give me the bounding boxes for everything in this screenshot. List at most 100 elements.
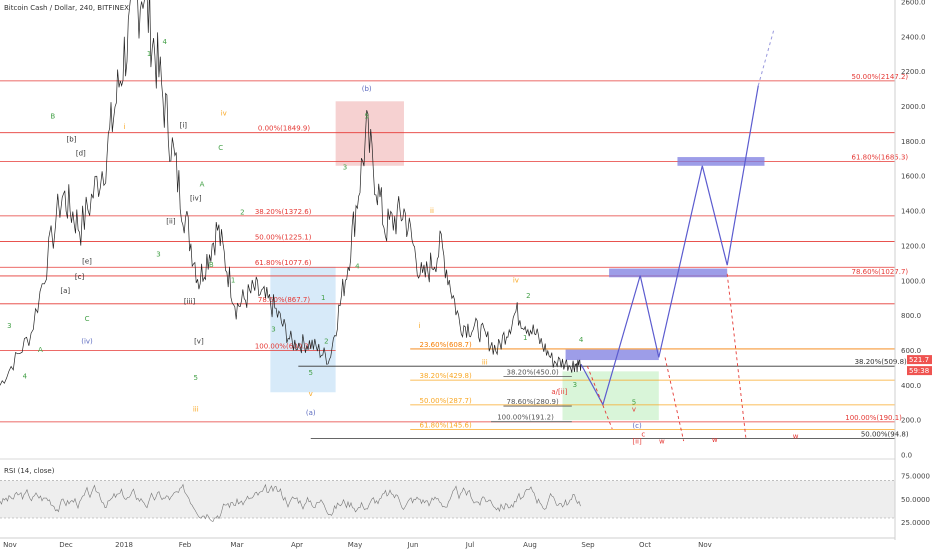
- wave-label-41: 2: [526, 292, 530, 300]
- rsi-tick-0: 75.0000: [901, 473, 930, 481]
- wave-labels: (b)5341235v(a)ivCA2B1[i][iv][ii][iii][v]…: [7, 38, 799, 446]
- fib-label-8: 78.60%(1027.7): [851, 268, 908, 276]
- x-tick-11: Oct: [639, 541, 651, 549]
- wave-label-32: [a]: [60, 287, 70, 295]
- rsi-label: RSI (14, close): [4, 467, 55, 475]
- shaded-box-0: [335, 101, 404, 166]
- price-badge-bg-1: [907, 366, 932, 376]
- wave-label-31: [c]: [75, 273, 85, 281]
- wave-label-4: 1: [321, 294, 325, 302]
- wave-label-36: A: [38, 346, 43, 354]
- wave-label-52: w: [659, 438, 665, 446]
- wave-label-2: 3: [343, 163, 347, 171]
- wave-label-10: iv: [221, 109, 227, 117]
- fib-levels: 0.00%(1849.9) 38.20%(1372.6) 50.00%(1225.1…: [0, 73, 909, 439]
- price-line: [0, 0, 582, 386]
- y-tick-12: 200.0: [901, 417, 921, 425]
- fib-label-0: 0.00%(1849.9): [258, 125, 310, 133]
- y-tick-13: 0.0: [901, 452, 912, 460]
- y-tick-2: 2200.0: [901, 68, 926, 76]
- wave-label-23: iii: [193, 405, 199, 413]
- wave-label-9: (a): [306, 409, 316, 417]
- fib-label-18: 50.00%(94.8): [861, 430, 909, 438]
- wave-label-54: w: [793, 432, 799, 440]
- wave-label-1: 5: [364, 113, 368, 121]
- bearish-path-1: [664, 357, 685, 442]
- forecast-paths: [580, 29, 775, 442]
- fib-label-15: 78.60%(280.9): [507, 398, 559, 406]
- wave-label-21: 3: [156, 250, 160, 258]
- wave-label-37: 4: [23, 372, 28, 380]
- wave-label-13: 2: [240, 209, 244, 217]
- y-tick-11: 400.0: [901, 382, 921, 390]
- x-tick-1: Dec: [59, 541, 73, 549]
- x-tick-10: Sep: [581, 541, 595, 549]
- fib-label-4: 78.60%(867.7): [258, 296, 310, 304]
- wave-label-50: c: [641, 431, 645, 439]
- wave-label-51: [ii]: [632, 438, 642, 446]
- target-zone-2: [677, 157, 765, 166]
- x-tick-9: Aug: [523, 541, 537, 549]
- y-tick-0: 2600.0: [901, 0, 926, 7]
- fib-label-11: 38.20%(429.8): [420, 372, 472, 380]
- wave-label-49: (c): [632, 422, 642, 430]
- wave-label-45: a/[ii]: [551, 388, 567, 396]
- wave-label-30: [e]: [82, 257, 92, 265]
- x-tick-7: Jun: [407, 541, 419, 549]
- y-tick-7: 1200.0: [901, 242, 926, 250]
- wave-label-35: (iv): [81, 337, 93, 345]
- wave-label-53: w: [712, 436, 718, 444]
- fib-label-3: 61.80%(1077.6): [255, 259, 312, 267]
- x-tick-8: Jul: [465, 541, 475, 549]
- fib-label-14: 38.20%(450.0): [507, 369, 559, 377]
- rsi-line: [0, 483, 581, 522]
- y-tick-1: 2400.0: [901, 33, 926, 41]
- wave-label-11: C: [218, 144, 223, 152]
- wave-label-17: [iv]: [190, 195, 202, 203]
- wave-label-15: 1: [231, 277, 235, 285]
- wave-label-24: i: [123, 123, 125, 131]
- x-tick-12: Nov: [698, 541, 712, 549]
- fib-label-5: 100.00%(600.3): [255, 342, 312, 350]
- target-zone-0: [565, 349, 659, 361]
- wave-label-34: 3: [7, 322, 11, 330]
- rsi-tick-2: 25.0000: [901, 519, 930, 527]
- y-tick-3: 2000.0: [901, 103, 926, 111]
- x-tick-5: Apr: [291, 541, 303, 549]
- wave-label-44: 4: [579, 336, 584, 344]
- y-tick-5: 1600.0: [901, 173, 926, 181]
- wave-label-18: [ii]: [166, 217, 176, 225]
- x-tick-4: Mar: [230, 541, 243, 549]
- wave-label-40: iv: [513, 277, 519, 285]
- forecast-extension: [757, 29, 775, 86]
- wave-label-5: 2: [324, 337, 328, 345]
- fib-label-9: 100.00%(190.1): [845, 414, 902, 422]
- price-badge-1: 59:38: [909, 367, 929, 375]
- y-tick-4: 1800.0: [901, 138, 926, 146]
- wave-label-3: 4: [355, 263, 360, 271]
- wave-label-8: v: [309, 390, 313, 398]
- wave-label-28: [b]: [67, 135, 77, 143]
- wave-label-43: iii: [482, 358, 488, 366]
- wave-label-46: 3: [573, 381, 577, 389]
- wave-label-14: B: [209, 261, 214, 269]
- wave-label-0: (b): [362, 85, 372, 93]
- shaded-boxes: [270, 101, 659, 421]
- wave-label-26: 1: [147, 50, 151, 58]
- fib-label-16: 100.00%(191.2): [497, 414, 554, 422]
- x-tick-6: May: [348, 541, 362, 549]
- bearish-path-2: [726, 273, 747, 438]
- forecast-path: [580, 85, 759, 407]
- wave-label-38: ii: [430, 207, 434, 215]
- target-zones: [565, 157, 765, 361]
- rsi-tick-1: 50.0000: [901, 496, 930, 504]
- rsi-band: [0, 480, 895, 518]
- fib-label-10: 23.60%(608.7): [420, 341, 472, 349]
- wave-label-39: i: [419, 322, 421, 330]
- fib-label-17: 38.20%(509.8): [855, 358, 907, 366]
- price-badge-0: 521.7: [909, 356, 929, 364]
- fib-label-1: 38.20%(1372.6): [255, 208, 312, 216]
- price-badge-bg-0: [907, 355, 932, 365]
